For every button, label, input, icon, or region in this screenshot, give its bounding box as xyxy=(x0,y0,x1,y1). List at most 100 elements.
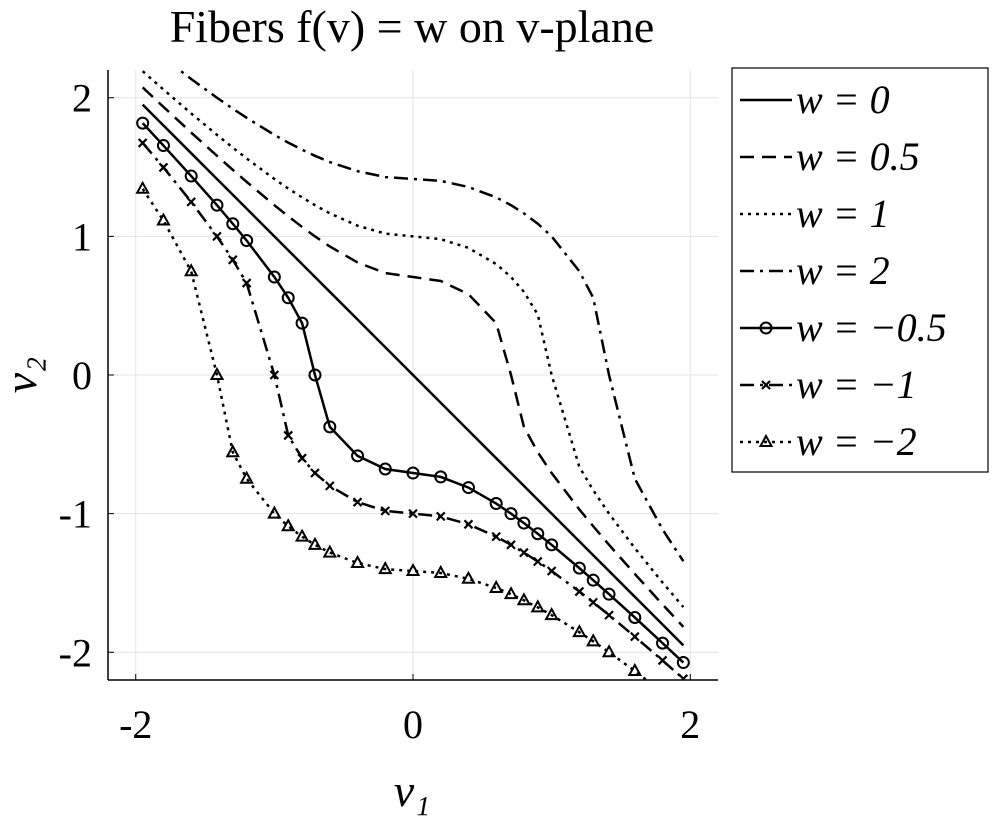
marker xyxy=(352,497,363,507)
marker xyxy=(586,633,601,647)
marker xyxy=(281,291,295,305)
marker xyxy=(325,481,335,491)
marker xyxy=(519,547,529,558)
marker xyxy=(506,540,516,550)
y-tick-label: -2 xyxy=(59,630,92,675)
marker xyxy=(504,507,518,521)
marker xyxy=(572,624,587,638)
marker xyxy=(283,430,294,441)
marker xyxy=(761,380,771,390)
marker xyxy=(588,597,599,608)
marker xyxy=(240,234,254,248)
marker xyxy=(294,528,310,542)
marker xyxy=(408,508,418,519)
chart-title: Fibers f(v) = w on v-plane xyxy=(170,1,655,52)
legend-label: w = 1 xyxy=(796,191,890,236)
y-axis-label: v₂ xyxy=(0,357,46,393)
series-line xyxy=(141,70,685,608)
marker xyxy=(209,366,225,380)
legend-entries: w = 0 w = 0.5 w = 1 w = 2 w = −0.5 w = −1 w = … xyxy=(740,77,947,464)
marker xyxy=(137,138,148,148)
marker xyxy=(546,566,557,576)
series-line xyxy=(141,103,685,647)
marker xyxy=(295,316,309,330)
plot-area xyxy=(135,70,690,696)
y-tick-label: -1 xyxy=(59,492,92,537)
series-line xyxy=(177,70,685,562)
marker xyxy=(322,544,338,558)
legend-label: w = 0.5 xyxy=(796,134,920,179)
marker xyxy=(183,263,199,277)
marker xyxy=(136,116,150,130)
y-tick-label: 2 xyxy=(72,76,92,121)
marker xyxy=(574,586,585,597)
marker xyxy=(308,368,322,382)
marker xyxy=(186,197,196,207)
series-line xyxy=(141,142,685,680)
marker xyxy=(531,527,545,541)
marker xyxy=(184,169,198,183)
marker xyxy=(435,511,446,522)
marker xyxy=(491,531,501,542)
marker xyxy=(530,599,545,613)
marker xyxy=(489,497,503,511)
x-tick-label: 0 xyxy=(403,702,423,747)
marker xyxy=(657,655,668,666)
marker xyxy=(544,607,559,621)
marker xyxy=(267,505,282,519)
marker xyxy=(210,198,224,212)
marker xyxy=(433,564,448,578)
marker xyxy=(239,470,254,484)
marker xyxy=(281,518,296,532)
marker xyxy=(267,270,281,284)
marker xyxy=(227,255,238,265)
legend-label: w = −1 xyxy=(796,362,917,407)
marker xyxy=(307,536,323,550)
marker xyxy=(158,162,169,173)
marker xyxy=(241,278,252,288)
marker xyxy=(601,644,617,658)
marker xyxy=(461,481,475,495)
marker xyxy=(604,610,614,620)
marker xyxy=(323,420,337,434)
legend-label: w = −2 xyxy=(796,419,917,464)
marker xyxy=(676,656,690,670)
marker xyxy=(378,561,393,575)
marker xyxy=(516,592,532,606)
marker xyxy=(434,470,448,484)
series-line xyxy=(141,86,685,628)
marker xyxy=(602,587,616,601)
x-tick-label: -2 xyxy=(119,702,152,747)
marker xyxy=(657,686,668,696)
x-tick-label: 2 xyxy=(680,702,700,747)
marker xyxy=(135,180,150,194)
legend-label: w = 0 xyxy=(796,77,890,122)
marker xyxy=(758,433,774,447)
marker xyxy=(225,444,240,458)
marker xyxy=(226,217,240,231)
marker xyxy=(630,631,640,642)
marker xyxy=(488,579,504,593)
marker xyxy=(678,673,689,680)
x-axis-label: v₁ xyxy=(394,765,430,816)
marker xyxy=(406,466,420,480)
marker xyxy=(656,636,670,650)
marker xyxy=(310,468,320,478)
marker xyxy=(586,573,600,587)
y-tick-label: 1 xyxy=(72,214,92,259)
legend-label: w = 2 xyxy=(796,248,890,293)
marker xyxy=(572,561,586,575)
marker xyxy=(297,453,307,463)
marker xyxy=(463,519,474,530)
marker xyxy=(532,556,543,567)
marker xyxy=(517,516,531,530)
marker xyxy=(628,610,642,624)
marker xyxy=(212,231,222,242)
y-tick-label: 0 xyxy=(72,353,92,398)
marker xyxy=(351,449,365,463)
marker xyxy=(405,562,421,577)
marker xyxy=(378,462,392,476)
marker xyxy=(461,570,476,584)
marker xyxy=(545,538,559,552)
